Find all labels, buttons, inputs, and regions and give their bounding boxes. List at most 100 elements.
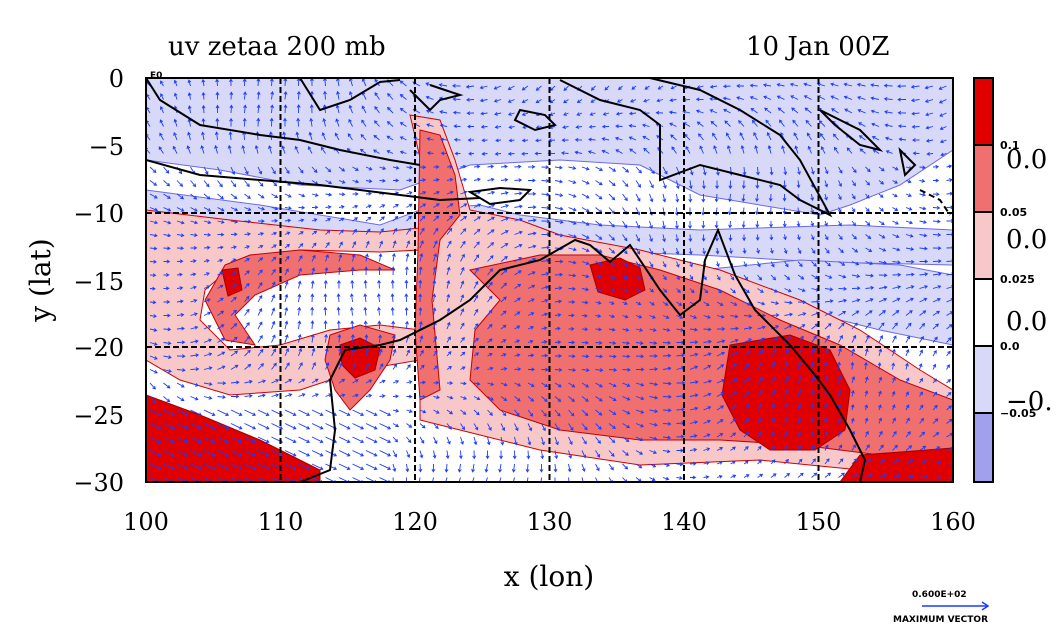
- wind-vector: [689, 274, 694, 281]
- wind-vector: [418, 293, 423, 303]
- wind-vector: [391, 266, 396, 276]
- wind-vector: [244, 322, 250, 330]
- wind-vector: [870, 96, 880, 101]
- wind-vector: [500, 436, 505, 446]
- wind-vector: [649, 450, 658, 454]
- wind-vector: [824, 166, 829, 175]
- wind-vector: [201, 104, 206, 114]
- wind-vector: [284, 206, 292, 210]
- wind-vector: [820, 146, 826, 154]
- wind-vector: [163, 369, 172, 373]
- wind-vector: [391, 253, 396, 262]
- wind-vector: [365, 179, 373, 184]
- wind-vector: [932, 259, 942, 264]
- wind-vector: [379, 166, 387, 171]
- wind-vector: [549, 99, 556, 104]
- wind-vector: [149, 259, 157, 264]
- wind-vector: [851, 310, 860, 316]
- wind-vector: [365, 463, 378, 470]
- wind-vector: [858, 122, 866, 127]
- wind-vector: [554, 340, 562, 345]
- wind-vector: [149, 423, 162, 430]
- wind-vector: [811, 335, 817, 343]
- wind-vector: [297, 293, 302, 303]
- wind-vector: [203, 207, 212, 212]
- wind-vector: [149, 314, 157, 319]
- wind-vector: [466, 97, 475, 102]
- wind-vector: [392, 240, 397, 249]
- wind-vector: [554, 179, 564, 184]
- wind-vector: [926, 152, 934, 156]
- wind-vector: [782, 220, 787, 228]
- wind-vector: [149, 300, 157, 305]
- wind-vector: [676, 274, 680, 281]
- wind-vector: [608, 234, 615, 241]
- wind-vector: [850, 417, 855, 424]
- wind-vector: [675, 247, 680, 256]
- wind-vector: [736, 96, 745, 100]
- wind-vector: [215, 104, 220, 113]
- wind-vector: [892, 297, 901, 303]
- wind-vector: [163, 207, 172, 212]
- wind-vector: [149, 207, 159, 212]
- wind-vector: [541, 436, 546, 446]
- wind-vector: [406, 165, 413, 170]
- wind-vector: [757, 473, 764, 478]
- wind-vector: [574, 150, 583, 155]
- wind-vector: [662, 422, 672, 426]
- wind-vector: [701, 220, 706, 229]
- wind-vector: [608, 436, 616, 443]
- wind-vector: [351, 253, 356, 262]
- wind-vector: [257, 257, 264, 262]
- wind-vector: [818, 120, 826, 127]
- wind-vector: [173, 92, 178, 100]
- wind-vector: [359, 148, 367, 154]
- wind-vector: [514, 257, 523, 262]
- wind-vector: [379, 228, 384, 235]
- wind-vector: [743, 350, 751, 357]
- wind-vector: [770, 459, 776, 465]
- wind-vector: [487, 423, 492, 431]
- wind-vector: [229, 104, 234, 114]
- wind-vector: [352, 409, 365, 416]
- wind-vector: [399, 122, 407, 127]
- wind-vector: [337, 279, 341, 289]
- wind-vector: [338, 393, 346, 398]
- wind-vector: [655, 110, 664, 115]
- wind-vector: [778, 119, 785, 127]
- wind-vector: [568, 382, 576, 388]
- wind-vector: [561, 151, 569, 155]
- wind-vector: [230, 309, 237, 316]
- wind-vector: [932, 336, 938, 343]
- wind-vector: [500, 204, 510, 208]
- wind-vector: [426, 151, 434, 155]
- wind-vector: [792, 119, 799, 127]
- wind-vector: [379, 394, 386, 398]
- wind-vector: [217, 395, 226, 400]
- wind-vector: [271, 423, 284, 430]
- wind-vector: [608, 423, 616, 430]
- wind-vector: [568, 354, 576, 359]
- wind-vector: [938, 85, 947, 90]
- wind-vector: [858, 135, 866, 141]
- wind-vector: [399, 94, 407, 100]
- wind-vector: [553, 463, 558, 473]
- wind-vector: [298, 347, 303, 357]
- wind-vector: [662, 180, 667, 189]
- wind-vector: [149, 328, 158, 332]
- wind-vector: [176, 193, 185, 200]
- wind-vector: [803, 82, 812, 87]
- wind-vector: [622, 409, 631, 415]
- wind-vector: [244, 409, 257, 416]
- wind-vector: [500, 191, 509, 195]
- wind-vector: [892, 234, 900, 239]
- wind-vector: [217, 258, 224, 263]
- wind-vector: [217, 409, 230, 416]
- wind-vector: [419, 349, 424, 357]
- wind-vector: [714, 193, 719, 203]
- wind-vector: [338, 204, 345, 209]
- wind-vector: [336, 320, 341, 330]
- wind-vector: [419, 190, 427, 195]
- wind-vector: [635, 247, 641, 255]
- wind-vector: [581, 193, 590, 199]
